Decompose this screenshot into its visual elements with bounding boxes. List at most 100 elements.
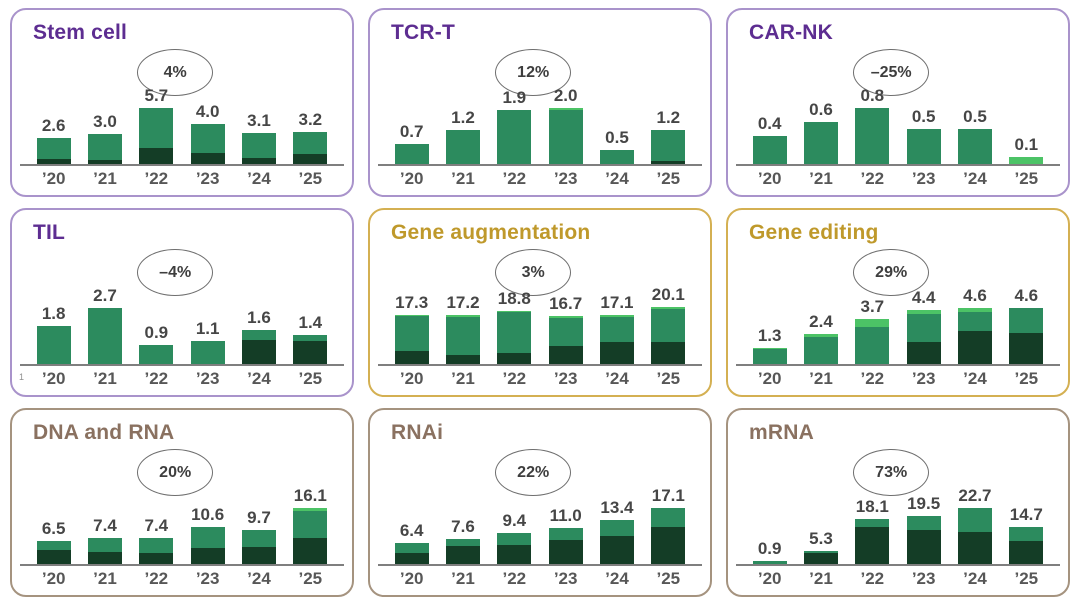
bar-segment-mid-green bbox=[906, 313, 941, 342]
bar-value-label: 7.4 bbox=[93, 515, 117, 535]
bar bbox=[139, 344, 174, 364]
bar-value-label: 9.7 bbox=[247, 507, 271, 527]
years-row: ’20 ’21 ’22 ’23 ’24 ’25 bbox=[378, 569, 702, 589]
bar-segment-mid-green bbox=[599, 316, 634, 342]
panel-rnai: RNAi 22% 6.4 7.6 9.4 11.0 13.4 17.1 ’20 ’21 ’22 ’23… bbox=[368, 408, 712, 597]
bar-segment-dark-green bbox=[190, 152, 225, 164]
bar bbox=[87, 537, 122, 564]
bar bbox=[957, 507, 992, 564]
bar-segment-mid-green bbox=[1009, 307, 1044, 334]
bar-group: 1.8 bbox=[28, 305, 79, 364]
bar bbox=[36, 138, 71, 164]
year-label: ’23 bbox=[553, 368, 578, 388]
year-label: ’22 bbox=[144, 568, 169, 588]
bar-segment-dark-green bbox=[803, 552, 838, 564]
bar-segment-mid-green bbox=[139, 344, 174, 364]
bar-segment-mid-green bbox=[87, 134, 122, 160]
bar-group: 0.9 bbox=[131, 324, 182, 364]
bar-segment-dark-green bbox=[445, 354, 480, 364]
bar-segment-light-green bbox=[1009, 156, 1044, 164]
bar-segment-mid-green bbox=[957, 128, 992, 164]
growth-label: 3% bbox=[521, 263, 545, 281]
bar-group: 0.7 bbox=[386, 123, 437, 164]
bar-segment-mid-green bbox=[36, 326, 71, 364]
bar bbox=[293, 132, 328, 164]
bar-group: 6.4 bbox=[386, 522, 437, 564]
bar-value-label: 4.6 bbox=[1014, 285, 1039, 305]
bar-segment-light-green bbox=[293, 507, 328, 512]
bar-group: 0.6 bbox=[795, 101, 846, 164]
bar-segment-mid-green bbox=[651, 308, 686, 342]
bar-value-label: 9.4 bbox=[502, 510, 527, 530]
bar-segment-mid-green bbox=[855, 107, 890, 164]
bar-group: 1.1 bbox=[182, 320, 233, 364]
axis-line bbox=[378, 363, 702, 366]
year-label: ’25 bbox=[1014, 168, 1039, 188]
bar-segment-mid-green bbox=[241, 529, 276, 547]
bar-value-label: 5.3 bbox=[809, 528, 833, 548]
bar-segment-dark-green bbox=[855, 527, 890, 564]
year-label: ’21 bbox=[93, 568, 117, 588]
bar-segment-mid-green bbox=[752, 349, 787, 364]
bar-group: 11.0 bbox=[540, 507, 591, 564]
bar bbox=[36, 326, 71, 364]
bar-value-label: 7.4 bbox=[144, 515, 169, 535]
bar-segment-mid-green bbox=[190, 526, 225, 548]
bar-segment-mid-green bbox=[855, 327, 890, 364]
year-label: ’25 bbox=[298, 368, 323, 388]
bar-group: 10.6 bbox=[182, 506, 233, 564]
bar-segment-light-green bbox=[651, 307, 686, 309]
bar-group: 9.7 bbox=[233, 509, 284, 564]
bar-value-label: 1.2 bbox=[451, 108, 475, 128]
bar-segment-mid-green bbox=[293, 334, 328, 341]
bar-value-label: 2.4 bbox=[809, 312, 833, 332]
bar-segment-mid-green bbox=[87, 307, 122, 364]
year-label: ’24 bbox=[247, 568, 271, 588]
bar-value-label: 11.0 bbox=[549, 505, 582, 525]
year-label: ’20 bbox=[41, 168, 66, 188]
bar-segment-light-green bbox=[599, 315, 634, 317]
growth-ellipse: 4% bbox=[137, 49, 214, 96]
year-label: ’22 bbox=[502, 568, 527, 588]
bar-group: 0.1 bbox=[1001, 136, 1052, 164]
bar bbox=[394, 144, 429, 164]
axis-line bbox=[20, 163, 344, 166]
bar-group: 0.5 bbox=[591, 129, 642, 164]
year-label: ’24 bbox=[963, 368, 987, 388]
bar-value-label: 3.2 bbox=[298, 110, 323, 130]
bar-segment-mid-green bbox=[139, 537, 174, 554]
bar-segment-mid-green bbox=[548, 317, 583, 347]
bar-group: 2.6 bbox=[28, 117, 79, 164]
bar-segment-mid-green bbox=[139, 107, 174, 148]
bar-segment-mid-green bbox=[497, 312, 532, 353]
bar-group: 18.1 bbox=[847, 498, 898, 564]
bar-segment-mid-green bbox=[803, 550, 838, 553]
year-label: ’20 bbox=[757, 168, 782, 188]
year-label: ’23 bbox=[195, 568, 220, 588]
bar bbox=[906, 128, 941, 164]
bar bbox=[497, 310, 532, 364]
bar bbox=[803, 334, 838, 364]
bar-group: 0.8 bbox=[847, 87, 898, 164]
bar-chart: 0.7 1.2 1.9 2.0 0.5 1.2 ’20 ’21 ’22 ’23 ’24 ’25 bbox=[378, 87, 702, 189]
bar-value-label: 2.7 bbox=[93, 285, 117, 305]
year-label: ’20 bbox=[41, 368, 66, 388]
bar bbox=[803, 121, 838, 164]
bar-value-label: 3.1 bbox=[247, 111, 271, 131]
bars-row: 0.7 1.2 1.9 2.0 0.5 1.2 bbox=[378, 87, 702, 164]
bar bbox=[599, 519, 634, 564]
bar-value-label: 0.8 bbox=[860, 85, 885, 105]
bar-segment-dark-green bbox=[445, 545, 480, 564]
bar-group: 3.2 bbox=[285, 110, 336, 164]
year-label: ’22 bbox=[502, 368, 527, 388]
bar-value-label: 20.1 bbox=[651, 285, 685, 305]
bar-group: 19.5 bbox=[898, 495, 949, 564]
bar bbox=[548, 527, 583, 564]
bar-segment-mid-green bbox=[803, 121, 838, 164]
bar-value-label: 0.5 bbox=[605, 127, 629, 147]
growth-ellipse: –25% bbox=[853, 49, 930, 96]
bar-group: 5.7 bbox=[131, 87, 182, 164]
bar-segment-dark-green bbox=[394, 350, 429, 364]
bar-group: 16.1 bbox=[285, 487, 336, 564]
bar-segment-light-green bbox=[445, 315, 480, 317]
